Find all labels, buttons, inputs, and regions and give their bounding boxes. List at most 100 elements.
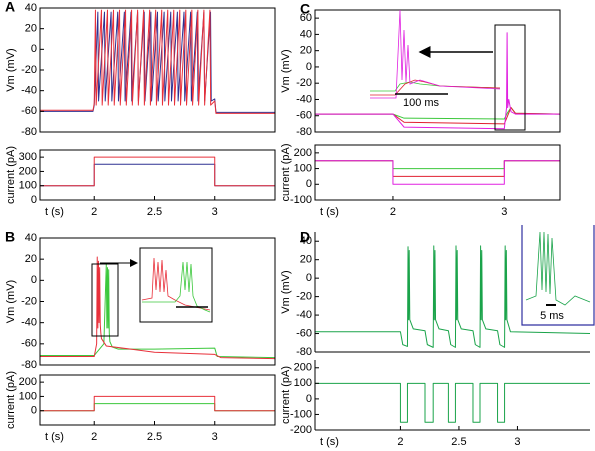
trace <box>315 245 591 348</box>
panel-letter: A <box>5 0 15 15</box>
y-tick-label: 100 <box>294 377 312 389</box>
y-tick-label: -80 <box>296 126 312 138</box>
y-tick-label: -60 <box>296 110 312 122</box>
y-tick-label: -60 <box>296 327 312 339</box>
y-tick-label: 200 <box>294 147 312 159</box>
x-tick-label: 2.5 <box>451 436 466 448</box>
y-tick-label: 40 <box>25 232 37 244</box>
scale-label: 5 ms <box>540 310 564 322</box>
y-tick-label: -40 <box>296 93 312 105</box>
y-tick-label: 20 <box>300 254 312 266</box>
x-tick-label: 3 <box>514 436 520 448</box>
x-axis-label: t (s) <box>45 206 64 218</box>
y-tick-label: 0 <box>31 274 37 286</box>
inset-trace <box>370 9 501 99</box>
y-tick-label: 20 <box>25 253 37 265</box>
trace <box>40 11 275 113</box>
y-axis-label: current (pA) <box>5 371 17 429</box>
y-tick-label: -20 <box>21 64 37 76</box>
y-tick-label: 100 <box>294 162 312 174</box>
x-tick-label: 2 <box>91 431 97 443</box>
x-tick-label: 2 <box>91 206 97 218</box>
trace <box>40 395 275 412</box>
zoom-box <box>494 24 526 131</box>
inset-trace <box>141 257 211 311</box>
x-tick-label: 3 <box>501 206 507 218</box>
y-tick-label: 60 <box>300 12 312 24</box>
y-tick-label: -200 <box>290 424 312 436</box>
trace <box>40 163 275 187</box>
y-tick-label: 20 <box>300 45 312 57</box>
x-axis-label: t (s) <box>320 206 339 218</box>
y-tick-label: 0 <box>306 178 312 190</box>
x-tick-label: 2.5 <box>147 431 162 443</box>
trace <box>315 160 560 185</box>
y-axis-label: Vm (mV) <box>280 270 292 313</box>
y-tick-label: 0 <box>306 393 312 405</box>
y-tick-label: 40 <box>300 235 312 247</box>
y-tick-label: -80 <box>21 359 37 371</box>
y-axis-label: current (pA) <box>5 146 17 204</box>
panel-letter: D <box>300 229 310 245</box>
y-tick-label: -80 <box>21 126 37 138</box>
y-axis-label: current (pA) <box>280 366 292 424</box>
axes-frame <box>39 374 276 426</box>
y-tick-label: -60 <box>21 338 37 350</box>
y-axis-label: Vm (mV) <box>5 48 17 91</box>
y-tick-label: -100 <box>290 408 312 420</box>
inset-trace <box>370 81 501 92</box>
trace <box>315 107 561 125</box>
inset-trace <box>525 231 591 306</box>
y-tick-label: 200 <box>19 376 37 388</box>
y-tick-label: 300 <box>19 151 37 163</box>
y-tick-label: -20 <box>296 291 312 303</box>
y-tick-label: 0 <box>31 405 37 417</box>
y-tick-label: 20 <box>25 23 37 35</box>
axes-frame <box>39 149 276 201</box>
y-tick-label: -60 <box>21 105 37 117</box>
x-tick-label: 3 <box>212 206 218 218</box>
x-tick-label: 3 <box>212 431 218 443</box>
zoom-box <box>91 263 119 337</box>
y-tick-label: -20 <box>21 295 37 307</box>
trace <box>315 382 590 423</box>
y-tick-label: 100 <box>19 390 37 402</box>
trace <box>40 256 276 360</box>
y-tick-label: -40 <box>296 309 312 321</box>
x-tick-label: 2 <box>390 206 396 218</box>
axes-frame <box>314 9 561 133</box>
trace <box>315 160 560 170</box>
panel-letter: B <box>5 229 15 245</box>
y-tick-label: 0 <box>306 272 312 284</box>
y-tick-label: -40 <box>21 317 37 329</box>
x-tick-label: 2.5 <box>147 206 162 218</box>
panel-letter: C <box>300 1 310 17</box>
trace <box>315 32 560 130</box>
scale-label: 100 ms <box>403 97 440 109</box>
y-axis-label: current (pA) <box>280 143 292 201</box>
y-axis-label: Vm (mV) <box>5 280 17 323</box>
x-tick-label: 2 <box>397 436 403 448</box>
y-tick-label: 0 <box>306 61 312 73</box>
trace <box>40 9 275 114</box>
inset-trace <box>370 79 501 96</box>
x-axis-label: t (s) <box>320 436 339 448</box>
inset-d <box>521 225 595 326</box>
inset-box <box>521 225 595 326</box>
y-tick-label: -100 <box>290 194 312 206</box>
y-tick-label: 40 <box>25 2 37 14</box>
y-tick-label: -80 <box>296 346 312 358</box>
y-tick-label: 0 <box>31 194 37 206</box>
trace <box>40 263 276 359</box>
inset-b <box>91 247 213 337</box>
inset-box <box>139 247 213 323</box>
x-axis-label: t (s) <box>45 431 64 443</box>
y-tick-label: -40 <box>21 85 37 97</box>
y-axis-label: Vm (mV) <box>280 49 292 92</box>
trace <box>40 156 275 187</box>
y-tick-label: 100 <box>19 180 37 192</box>
trace <box>40 403 275 412</box>
y-tick-label: -20 <box>296 77 312 89</box>
inset-c <box>370 9 526 131</box>
y-tick-label: 200 <box>294 362 312 374</box>
